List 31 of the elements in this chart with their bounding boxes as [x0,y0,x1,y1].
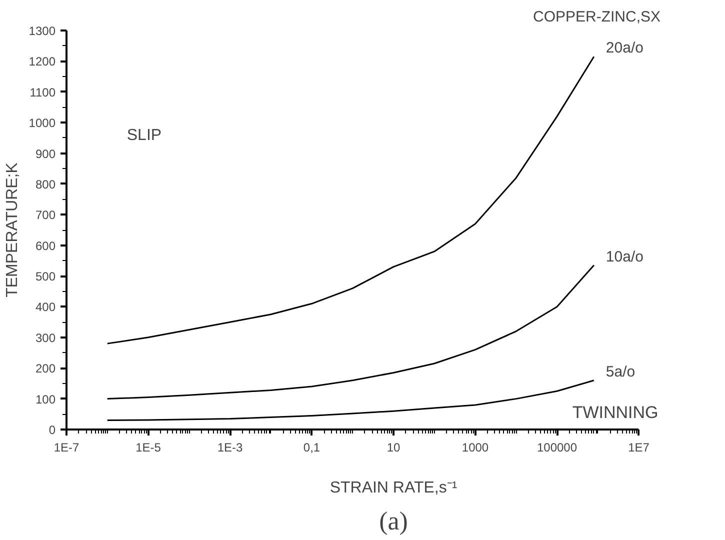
text: (a) [379,506,408,536]
y-tick-label: 600 [35,238,56,253]
y-tick-label: 500 [35,270,56,284]
y-axis-title: TEMPERATURE;K [4,162,21,298]
y-tick-label: 400 [35,300,56,314]
y-tick-label: 700 [35,208,56,222]
x-tick-label: 1E-7 [54,440,80,454]
x-axis-title: STRAIN RATE,s⁻¹ [330,480,458,496]
y-tick-label: 1100 [30,85,56,100]
series-label: 10a/o [606,248,644,266]
series-label: 5a/o [606,363,636,380]
y-tick-label: 300 [35,330,56,345]
x-tick-label: 1E-3 [217,440,243,454]
y-tick-label: 1200 [28,54,56,69]
y-tick-label: 1300 [28,24,56,38]
chart-title: COPPER-ZINC,SX [532,8,660,26]
x-tick-label: 1E7 [628,440,650,454]
x-tick-label: 100000 [536,440,578,454]
x-tick-label: 10 [386,440,400,454]
x-tick-label: 1000 [462,440,489,454]
y-tick-label: 100 [35,392,56,406]
series-label: 20a/o [606,40,644,57]
y-tick-label: 800 [35,177,56,192]
y-tick-label: 900 [35,146,56,161]
annotation: TWINNING [572,402,658,422]
y-tick-label: 1000 [28,116,56,130]
y-tick-label: 200 [35,362,56,376]
x-tick-label: 0,1 [303,440,320,454]
annotation: SLIP [126,127,162,144]
y-tick-label: 0 [48,423,56,437]
x-tick-label: 1E-5 [136,440,162,454]
